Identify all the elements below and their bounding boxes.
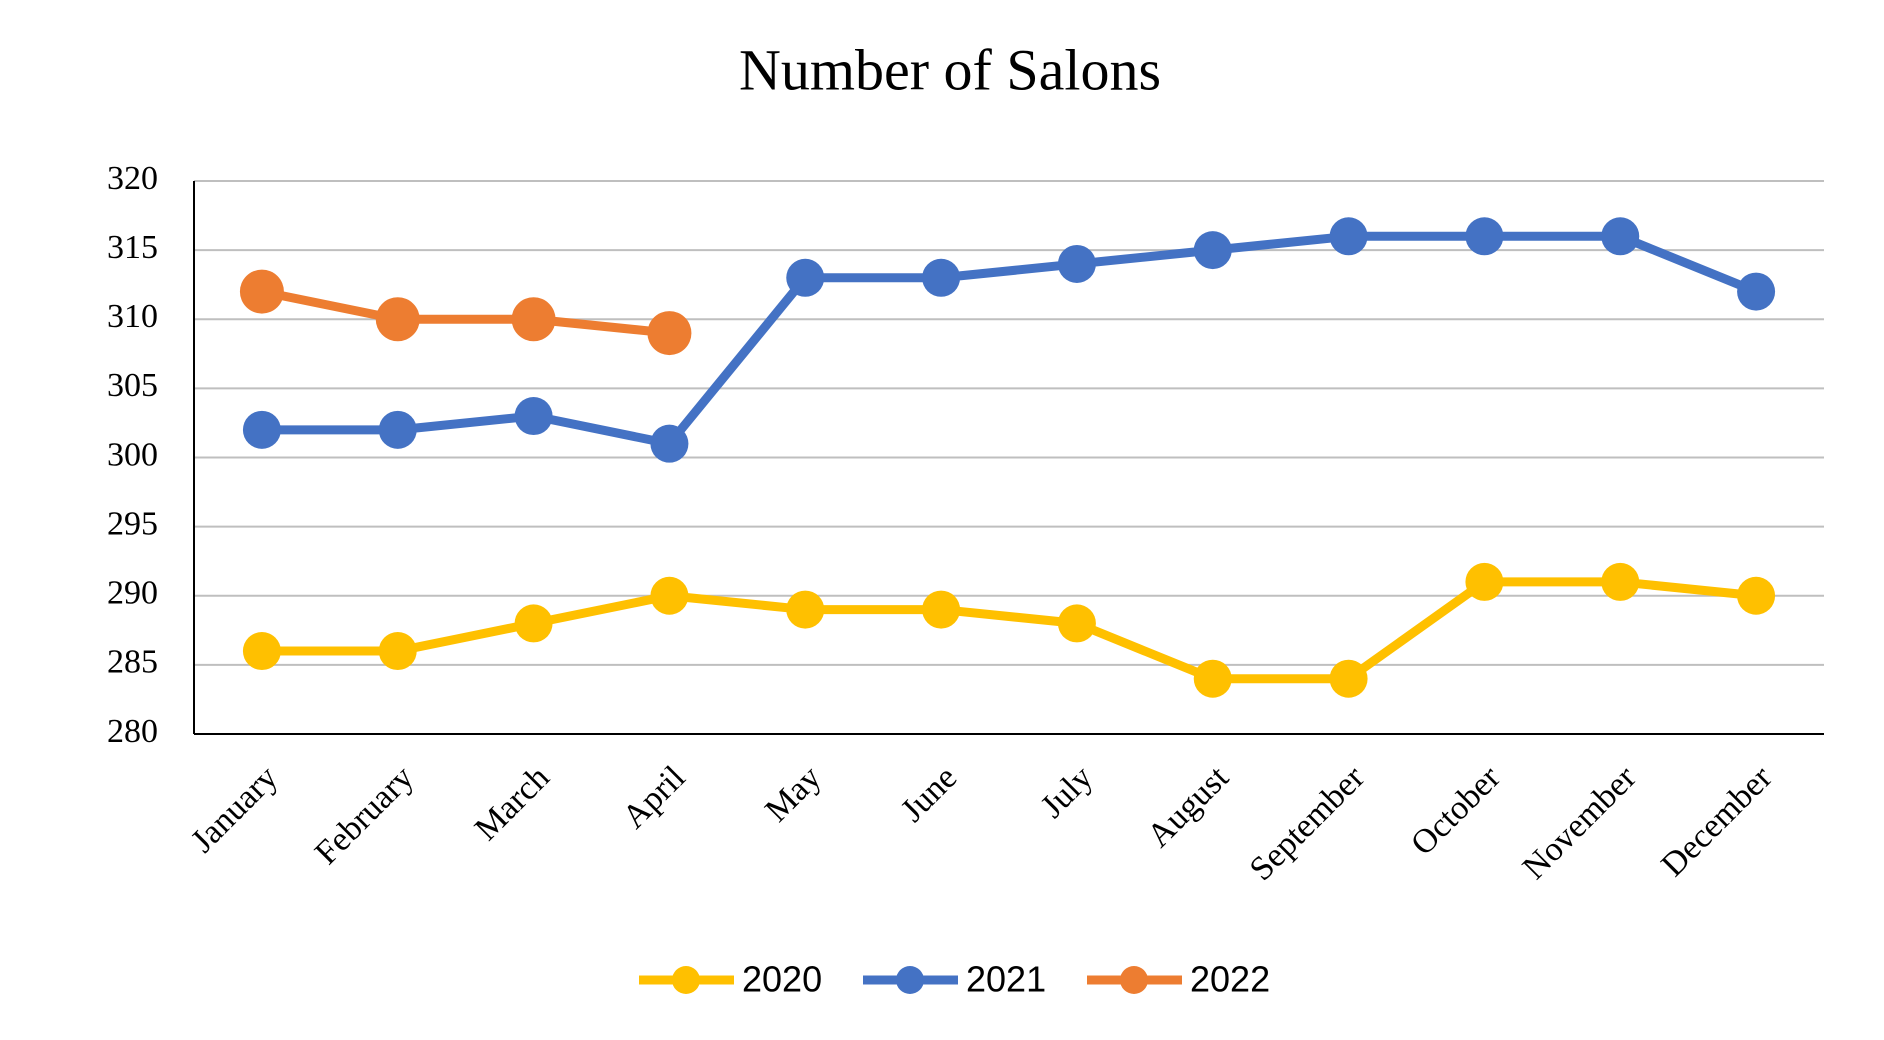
data-point (378, 632, 417, 671)
data-point (514, 604, 553, 643)
data-point (1057, 604, 1096, 643)
series-line (261, 287, 670, 338)
data-point (239, 269, 284, 314)
data-point (650, 576, 689, 615)
legend-label: 2022 (1190, 959, 1270, 1000)
data-point (1465, 217, 1504, 256)
data-point (1601, 562, 1640, 601)
data-point (1601, 217, 1640, 256)
data-point (786, 590, 825, 629)
y-tick-label: 280 (107, 713, 158, 750)
data-point (922, 258, 961, 297)
y-tick-label: 310 (107, 298, 158, 335)
y-tick-label: 315 (107, 229, 158, 266)
data-point (378, 410, 417, 449)
data-point (650, 424, 689, 463)
legend-entry: 2021 (863, 959, 1046, 1000)
data-point (1193, 231, 1232, 270)
data-point (1193, 659, 1232, 698)
data-point (511, 297, 556, 342)
y-tick-label: 285 (107, 644, 158, 681)
data-point (647, 311, 692, 356)
chart-title: Number of Salons (739, 37, 1161, 102)
series-line (261, 231, 1758, 449)
data-point (1737, 576, 1776, 615)
data-point (786, 258, 825, 297)
data-point (1057, 244, 1096, 283)
data-point (242, 410, 281, 449)
data-point (1465, 562, 1504, 601)
y-tick-label: 320 (107, 160, 158, 197)
data-point (242, 632, 281, 671)
data-point (1737, 272, 1776, 311)
data-point (514, 397, 553, 436)
legend-label: 2020 (742, 959, 822, 1000)
y-tick-label: 305 (107, 367, 158, 404)
legend-entry: 2022 (1087, 959, 1270, 1000)
legend-marker (896, 966, 924, 994)
data-point (375, 297, 420, 342)
data-point (922, 590, 961, 629)
series-line (261, 577, 1757, 684)
y-tick-label: 300 (107, 436, 158, 473)
y-tick-label: 290 (107, 575, 158, 612)
legend-entry: 2020 (639, 959, 822, 1000)
y-tick-label: 295 (107, 505, 158, 542)
legend-label: 2021 (966, 959, 1046, 1000)
data-point (1329, 217, 1368, 256)
legend-marker (1120, 966, 1148, 994)
data-point (1329, 659, 1368, 698)
legend-marker (672, 966, 700, 994)
